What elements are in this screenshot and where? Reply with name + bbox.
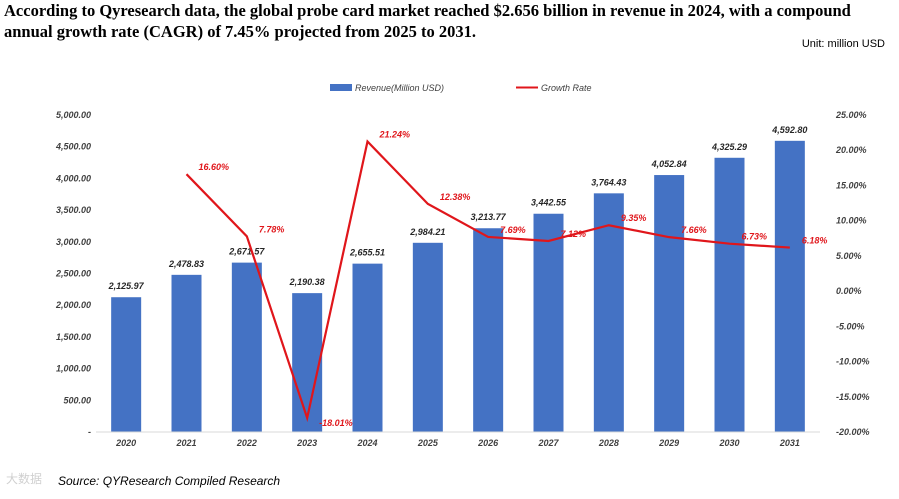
growth-rate-label: 6.73% [742, 232, 768, 242]
x-tick-label: 2022 [236, 438, 257, 448]
left-tick-label: 4,500.00 [55, 142, 91, 152]
right-tick-label: -10.00% [836, 357, 870, 367]
x-axis: 2020 2021 2022 2023 2024 2025 2026 2027 2028 2029… [96, 431, 820, 448]
x-tick-label: 2029 [658, 438, 679, 448]
revenue-bar-label: 2,125.97 [108, 281, 145, 291]
left-tick-label: 1,000.00 [56, 364, 91, 374]
headline: According to Qyresearch data, the global… [4, 1, 851, 41]
growth-rate-line [185, 139, 790, 423]
left-tick-label: 3,500.00 [56, 205, 91, 215]
growth-rate-label: 7.69% [500, 225, 526, 235]
left-tick-label: 2,000.00 [55, 300, 91, 310]
revenue-bar [654, 175, 685, 433]
right-tick-label: -15.00% [836, 392, 870, 402]
unit-label: Unit: million USD [801, 38, 885, 50]
x-tick-label: 2021 [175, 438, 196, 448]
right-tick-label: -5.00% [836, 321, 865, 331]
legend-label-revenue: Revenue(Million USD) [355, 83, 444, 93]
left-tick-label: 2,500.00 [55, 269, 91, 279]
growth-line [185, 139, 790, 423]
left-tick-label: 5,000.00 [56, 110, 91, 120]
revenue-bar [533, 213, 564, 432]
revenue-bar-label: 2,984.21 [409, 227, 445, 237]
revenue-bar-label: 3,213.77 [471, 212, 507, 222]
x-tick-label: 2027 [537, 438, 559, 448]
revenue-bar-label: 3,442.55 [531, 198, 567, 208]
left-axis: - 500.00 1,000.00 1,500.00 2,000.00 2,500.00 3… [55, 110, 91, 437]
revenue-bar [714, 157, 745, 432]
growth-rate-label: 7.78% [259, 224, 285, 234]
revenue-bar [231, 262, 262, 432]
revenue-bar [774, 140, 805, 433]
revenue-bar-label: 3,764.43 [591, 177, 626, 187]
revenue-bar-label: 4,592.80 [771, 125, 807, 135]
growth-rate-label: 7.12% [561, 229, 587, 239]
growth-rate-label: -18.01% [319, 418, 353, 428]
legend-label-growth: Growth Rate [541, 83, 592, 93]
bars [111, 140, 805, 433]
revenue-bar-label: 2,478.83 [168, 259, 204, 269]
x-tick-label: 2020 [115, 438, 136, 448]
revenue-bar [473, 228, 504, 432]
x-tick-label: 2025 [417, 438, 439, 448]
x-tick-label: 2026 [477, 438, 499, 448]
x-tick-label: 2023 [296, 438, 317, 448]
bar-labels: 2,125.97 2,478.83 2,671.57 2,190.38 2,655.51… [108, 125, 808, 291]
revenue-bar [593, 193, 624, 432]
source-note: Source: QYResearch Compiled Research [58, 474, 281, 488]
growth-rate-label: 21.24% [379, 129, 411, 139]
legend-swatch-revenue [330, 84, 352, 91]
left-tick-label: 1,500.00 [56, 332, 91, 342]
growth-rate-label: 7.66% [681, 225, 707, 235]
revenue-bar [352, 263, 383, 432]
right-tick-label: 25.00% [835, 110, 867, 120]
left-tick-label: - [88, 427, 91, 437]
right-tick-label: 20.00% [835, 145, 867, 155]
revenue-bar [292, 293, 323, 432]
right-tick-label: 10.00% [836, 216, 867, 226]
x-tick-label: 2030 [718, 438, 739, 448]
left-tick-label: 4,000.00 [55, 173, 91, 183]
growth-rate-label: 16.60% [199, 162, 230, 172]
x-tick-label: 2028 [598, 438, 619, 448]
revenue-bar [111, 297, 142, 432]
revenue-bar-label: 2,655.51 [349, 248, 385, 258]
revenue-bar-label: 2,190.38 [289, 277, 325, 287]
revenue-bar-label: 4,325.29 [711, 142, 747, 152]
right-tick-label: 15.00% [836, 180, 867, 190]
revenue-bar-label: 4,052.84 [651, 159, 687, 169]
legend: Revenue(Million USD) Growth Rate [330, 83, 592, 93]
revenue-bar [412, 242, 443, 432]
growth-rate-label: 9.35% [621, 213, 647, 223]
growth-rate-label: 6.18% [802, 236, 828, 246]
rate-labels: 16.60% 7.78% -18.01% 21.24% 12.38% 7.69% 7.12%… [199, 129, 828, 427]
revenue-bar [171, 274, 202, 432]
right-tick-label: 0.00% [836, 286, 862, 296]
x-tick-label: 2031 [779, 438, 800, 448]
right-tick-label: 5.00% [836, 251, 862, 261]
left-tick-label: 500.00 [63, 395, 91, 405]
revenue-bar-label: 2,671.57 [228, 247, 265, 257]
left-tick-label: 3,000.00 [56, 237, 91, 247]
growth-rate-label: 12.38% [440, 192, 471, 202]
watermark: 大数据 [6, 472, 43, 486]
right-axis: -20.00% -15.00% -10.00% -5.00% 0.00% 5.00% 10.… [835, 110, 870, 437]
x-tick-label: 2024 [356, 438, 377, 448]
right-tick-label: -20.00% [836, 427, 870, 437]
